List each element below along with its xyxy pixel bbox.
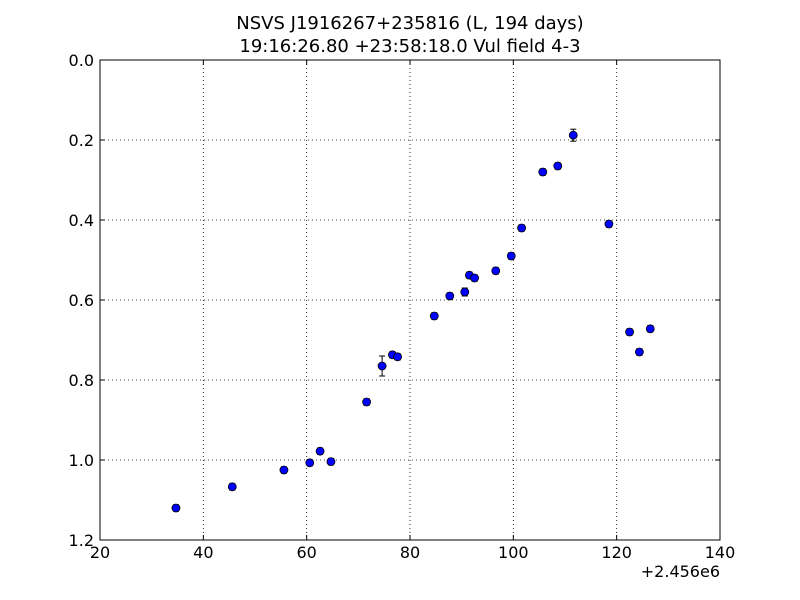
- x-tick-labels: 20 40 60 80 100 120 140: [90, 543, 735, 562]
- data-point: [315, 446, 325, 456]
- data-point: [604, 219, 614, 229]
- data-point: [625, 327, 634, 337]
- x-tick-label: 60: [296, 543, 316, 562]
- y-tick-labels: 0.0 0.2 0.4 0.6 0.8 1.0 1.2: [69, 51, 94, 550]
- data-point: [635, 347, 644, 357]
- data-point: [645, 324, 655, 334]
- y-tick-label: 0.4: [69, 211, 94, 230]
- y-tick-label: 0.6: [69, 291, 94, 310]
- x-tick-label: 40: [193, 543, 213, 562]
- chart-title-line2: 19:16:26.80 +23:58:18.0 Vul field 4-3: [239, 36, 580, 57]
- data-point: [445, 291, 455, 301]
- grid-lines: [100, 60, 720, 540]
- data-point: [553, 161, 563, 171]
- data-point: [491, 266, 501, 276]
- y-tick-label: 1.2: [69, 531, 94, 550]
- plot-frame: [99, 59, 721, 541]
- y-tick-label: 0.8: [69, 371, 94, 390]
- data-points: [171, 128, 655, 513]
- data-point: [227, 482, 237, 492]
- x-tick-label: 140: [705, 543, 736, 562]
- x-tick-label: 80: [400, 543, 420, 562]
- y-tick-label: 0.0: [69, 51, 94, 70]
- data-point: [362, 397, 372, 407]
- data-point: [326, 457, 336, 467]
- x-tick-label: 100: [498, 543, 529, 562]
- data-point: [538, 167, 548, 177]
- data-point: [377, 361, 387, 371]
- data-point: [305, 458, 315, 468]
- y-tick-label: 1.0: [69, 451, 94, 470]
- y-tick-label: 0.2: [69, 131, 94, 150]
- x-tick-label: 120: [601, 543, 632, 562]
- data-point: [279, 465, 289, 475]
- chart-title-line1: NSVS J1916267+235816 (L, 194 days): [236, 13, 583, 34]
- data-point: [171, 503, 181, 513]
- x-offset-label: +2.456e6: [641, 562, 720, 581]
- data-point: [393, 352, 403, 362]
- data-point: [517, 223, 526, 233]
- x-tick-label: 20: [90, 543, 110, 562]
- data-point: [460, 287, 470, 297]
- data-point: [429, 311, 439, 321]
- data-point: [470, 273, 479, 283]
- data-point: [506, 251, 516, 261]
- data-point: [568, 130, 578, 140]
